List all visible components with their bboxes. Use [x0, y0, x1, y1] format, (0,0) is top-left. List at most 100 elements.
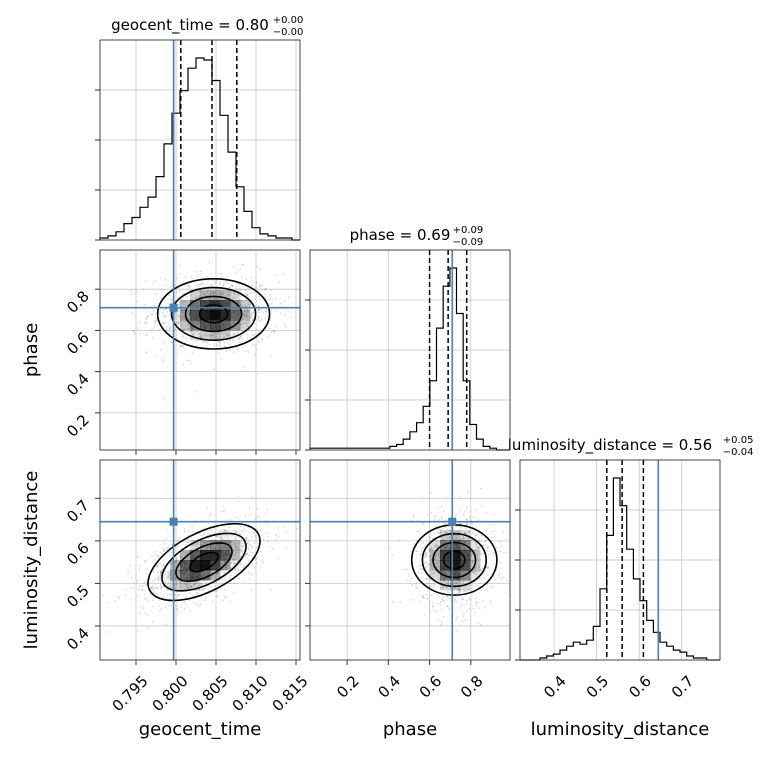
sample-point	[174, 283, 176, 286]
sample-point	[259, 320, 262, 323]
density-cell	[450, 530, 461, 541]
sample-point	[219, 345, 222, 348]
sample-point	[487, 566, 490, 569]
sample-point	[256, 281, 258, 283]
sample-point	[157, 554, 160, 557]
sample-point	[231, 285, 234, 287]
sample-point	[223, 560, 226, 563]
sample-point	[206, 546, 209, 549]
sample-point	[171, 301, 173, 304]
sample-point	[274, 538, 277, 541]
sample-point	[224, 331, 227, 333]
sample-point	[446, 596, 448, 598]
sample-point	[230, 540, 233, 543]
sample-point	[422, 546, 425, 549]
sample-point	[176, 320, 179, 323]
sample-point	[223, 546, 226, 548]
sample-point	[234, 542, 237, 545]
sample-point	[197, 320, 200, 322]
sample-point	[229, 582, 232, 585]
sample-point	[180, 320, 183, 323]
sample-point	[249, 551, 252, 554]
sample-point	[283, 323, 286, 326]
sample-point	[506, 551, 508, 553]
sample-point	[161, 568, 163, 571]
sample-point	[479, 623, 482, 626]
xtick-label-luminosity_distance-0: 0.4	[540, 672, 570, 702]
sample-point	[204, 541, 207, 544]
sample-point	[467, 537, 470, 540]
sample-point	[463, 532, 466, 535]
sample-point	[471, 561, 474, 564]
sample-point	[234, 286, 237, 289]
sample-point	[231, 339, 234, 342]
sample-point	[225, 547, 228, 550]
sample-point	[463, 589, 466, 592]
panel-geocent_time-luminosity_distance	[95, 459, 301, 665]
sample-point	[249, 315, 252, 318]
sample-point	[425, 566, 427, 569]
density-cell	[210, 330, 221, 341]
sample-point	[434, 544, 437, 547]
xtick-label-luminosity_distance-1: 0.5	[583, 672, 613, 702]
sample-point	[486, 583, 489, 586]
sample-point	[178, 537, 181, 539]
sample-point	[218, 545, 221, 548]
sample-point	[206, 275, 208, 278]
sample-point	[476, 548, 478, 551]
sample-point	[169, 574, 171, 577]
sample-point	[429, 600, 431, 603]
sample-point	[143, 612, 146, 615]
sample-point	[443, 599, 446, 602]
sample-point	[497, 576, 500, 578]
sample-point	[251, 296, 253, 299]
sample-point	[230, 324, 233, 327]
sample-point	[471, 531, 474, 534]
sample-point	[459, 589, 462, 591]
sample-point	[137, 327, 140, 330]
sample-point	[208, 334, 211, 337]
sample-point	[195, 586, 198, 588]
sample-point	[455, 537, 458, 540]
sample-point	[211, 335, 214, 337]
sample-point	[225, 565, 228, 567]
sample-point	[216, 344, 218, 347]
sample-point	[145, 568, 148, 571]
xtick-label-luminosity_distance-2: 0.6	[625, 672, 655, 702]
sample-point	[174, 576, 177, 579]
sample-point	[503, 552, 505, 554]
sample-point	[447, 583, 450, 585]
sample-point	[191, 321, 193, 324]
sample-point	[259, 285, 261, 288]
xtick-label-phase-3: 0.8	[457, 672, 487, 702]
sample-point	[244, 538, 247, 541]
sample-point	[151, 328, 154, 331]
sample-point	[143, 581, 146, 584]
sample-point	[270, 308, 273, 311]
sample-point	[202, 292, 205, 295]
title-minus-phase: −0.09	[453, 237, 484, 248]
sample-point	[165, 581, 167, 583]
sample-point	[459, 496, 462, 499]
sample-point	[153, 325, 156, 328]
sample-point	[440, 608, 443, 611]
sample-point	[232, 550, 235, 552]
sample-point	[214, 336, 216, 339]
sample-point	[471, 516, 474, 518]
xtick-label-geocent_time-3: 0.810	[229, 672, 272, 715]
sample-point	[275, 325, 278, 328]
sample-point	[266, 509, 269, 511]
sample-point	[239, 303, 242, 306]
sample-point	[222, 284, 225, 287]
contour-3	[156, 277, 271, 350]
sample-point	[242, 365, 245, 368]
sample-point	[152, 587, 155, 589]
sample-point	[489, 602, 492, 604]
sample-point	[186, 557, 189, 559]
sample-point	[487, 574, 489, 576]
sample-point	[124, 594, 127, 596]
sample-point	[158, 599, 161, 601]
sample-point	[232, 266, 235, 268]
sample-point	[165, 624, 168, 626]
